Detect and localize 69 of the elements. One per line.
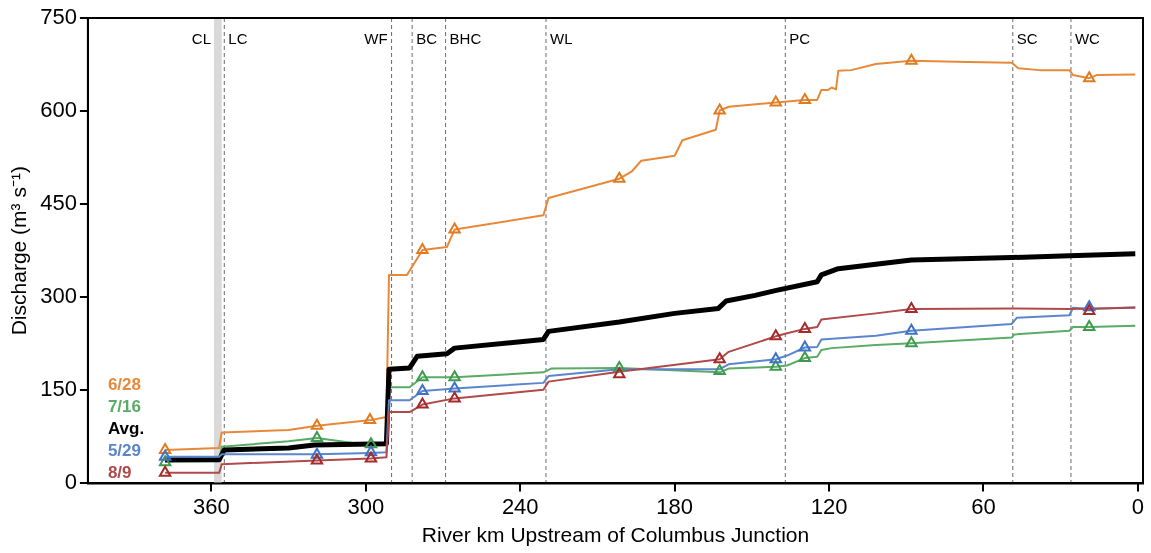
point bbox=[713, 352, 726, 364]
y-tick-label: 150 bbox=[40, 376, 77, 402]
point bbox=[310, 431, 324, 443]
point bbox=[416, 383, 429, 395]
point bbox=[310, 453, 324, 465]
ref-line-label: LC bbox=[228, 30, 248, 48]
point bbox=[769, 329, 782, 341]
point bbox=[416, 243, 429, 255]
point bbox=[769, 95, 782, 107]
x-tick-label: 240 bbox=[501, 493, 539, 519]
point bbox=[769, 352, 782, 364]
point bbox=[713, 103, 726, 115]
series-label: 8/9 bbox=[107, 463, 132, 483]
point bbox=[713, 364, 726, 376]
x-tick-label: 360 bbox=[193, 493, 230, 519]
ref-line-label: SC bbox=[1016, 30, 1038, 48]
ref-line-label: WC bbox=[1074, 30, 1101, 48]
x-tick-label: 0 bbox=[1131, 493, 1144, 519]
x-tick-label: 300 bbox=[347, 493, 385, 519]
ref-line-label: PC bbox=[789, 30, 811, 48]
text: 6/28 bbox=[107, 375, 141, 395]
y-tick-label: 750 bbox=[40, 4, 77, 30]
x-tick-label: 120 bbox=[810, 493, 848, 519]
point bbox=[416, 370, 429, 382]
x-tick-label: 180 bbox=[656, 493, 693, 519]
band-label: CL bbox=[191, 30, 211, 48]
point bbox=[613, 360, 626, 372]
point bbox=[158, 465, 172, 477]
point bbox=[905, 336, 918, 348]
point bbox=[416, 397, 429, 409]
ref-line-label: BHC bbox=[449, 30, 482, 48]
y-tick-label: 450 bbox=[40, 190, 77, 216]
point bbox=[798, 92, 812, 104]
point bbox=[798, 321, 812, 333]
y-axis-title: Discharge (m³ s⁻¹) bbox=[7, 166, 31, 336]
ref-line-label: WF bbox=[364, 30, 388, 48]
point bbox=[448, 222, 461, 234]
point bbox=[158, 442, 172, 454]
point bbox=[905, 302, 918, 314]
point bbox=[1083, 71, 1096, 83]
ref-line-label: BC bbox=[416, 30, 438, 48]
y-tick-label: 300 bbox=[40, 283, 77, 309]
y-tick-label: 0 bbox=[64, 469, 77, 495]
series-label: Avg. bbox=[107, 419, 145, 439]
point bbox=[158, 455, 172, 467]
point bbox=[448, 381, 461, 393]
point bbox=[798, 340, 812, 352]
series-label: 5/29 bbox=[107, 441, 141, 461]
point bbox=[613, 171, 626, 183]
point bbox=[158, 449, 172, 461]
point bbox=[364, 445, 378, 457]
text: 7/16 bbox=[107, 397, 141, 417]
point bbox=[364, 451, 378, 463]
point bbox=[310, 447, 324, 459]
ref-line-label: WL bbox=[549, 30, 573, 48]
point bbox=[905, 53, 918, 65]
point bbox=[769, 359, 782, 371]
point bbox=[798, 351, 812, 363]
point bbox=[310, 418, 324, 430]
y-tick-label: 600 bbox=[40, 97, 77, 123]
point bbox=[1083, 320, 1096, 332]
x-tick-label: 60 bbox=[971, 493, 996, 519]
point bbox=[363, 413, 377, 425]
x-axis-title: River km Upstream of Columbus Junction bbox=[421, 523, 810, 547]
point bbox=[364, 437, 378, 449]
point bbox=[448, 391, 461, 403]
point bbox=[613, 367, 626, 379]
point bbox=[905, 323, 918, 335]
point bbox=[448, 370, 461, 382]
